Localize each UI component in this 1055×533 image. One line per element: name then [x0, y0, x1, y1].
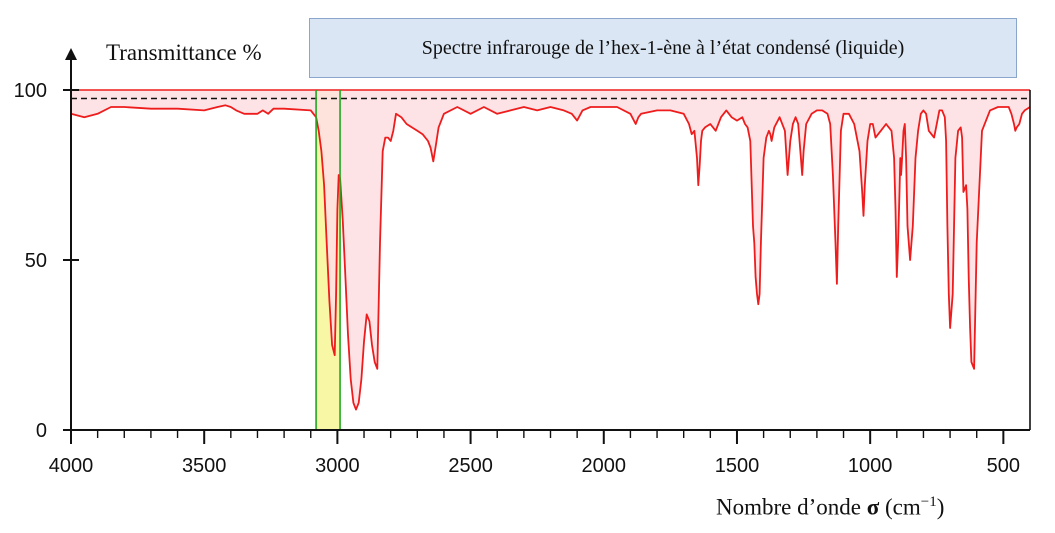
x-axis-label: Nombre d’onde σ (cm−1) [716, 494, 944, 521]
x-tick-label-1: 3500 [182, 455, 227, 477]
chart-title-text: Spectre infrarouge de l’hex-1-ène à l’ét… [421, 36, 905, 59]
spectrum-line [70, 104, 1031, 411]
y-tick-label-1: 50 [25, 250, 47, 272]
plot-area [70, 89, 1031, 430]
absorption-fill [71, 90, 1030, 410]
x-axis-label-unit-close: ) [936, 494, 945, 520]
x-axis-label-symbol: σ [866, 494, 880, 520]
x-axis-label-prefix: Nombre d’onde [716, 494, 867, 520]
x-tick-label-0: 4000 [49, 455, 94, 477]
x-tick-label-7: 500 [987, 455, 1020, 477]
y-axis-arrow [65, 48, 77, 60]
x-tick-label-2: 3000 [315, 455, 360, 477]
chart-title: Spectre infrarouge de l’hex-1-ène à l’ét… [309, 18, 1017, 78]
x-tick-label-5: 1500 [715, 455, 760, 477]
x-axis-label-unit-open: (cm [879, 494, 921, 520]
y-tick-label-0: 0 [36, 420, 47, 442]
y-axis-label: Transmittance % [106, 40, 262, 65]
x-tick-label-6: 1000 [848, 455, 893, 477]
axes: 4000 3500 3000 2500 2000 1500 1000 500 0 50 100 [14, 48, 1031, 477]
x-tick-label-3: 2500 [448, 455, 493, 477]
y-tick-label-2: 100 [14, 80, 47, 102]
x-tick-label-4: 2000 [582, 455, 627, 477]
x-axis-label-unit-sup: −1 [920, 494, 937, 510]
